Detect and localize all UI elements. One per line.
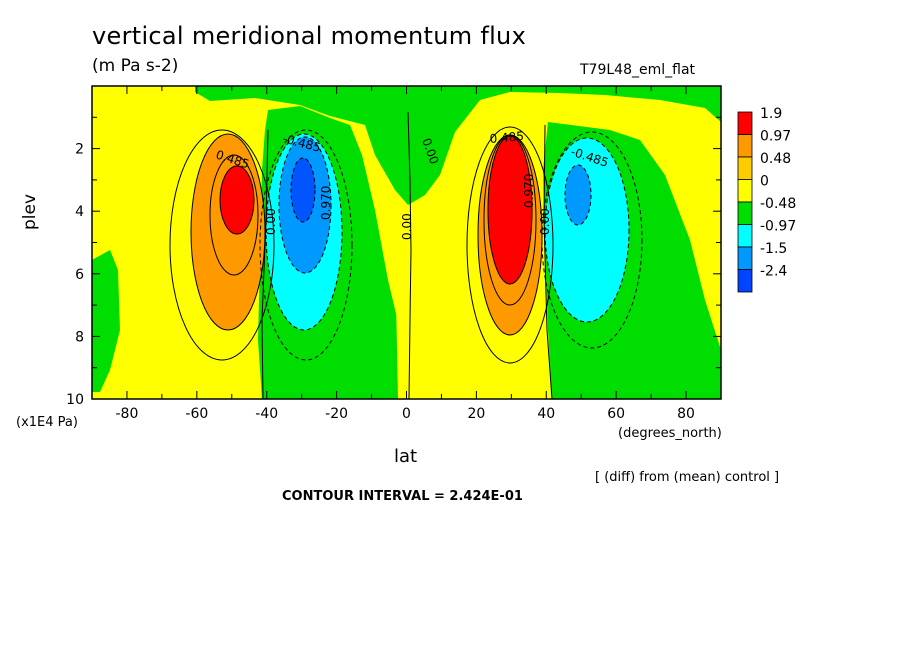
contour-pos-inner-north — [483, 134, 537, 306]
contour-neg-outer-south — [259, 129, 353, 361]
colorbar-label: 0 — [760, 174, 769, 190]
x-axis-label: lat — [394, 446, 418, 467]
x-tick-label: -20 — [325, 406, 348, 422]
chart-title: vertical meridional momentum flux — [92, 22, 527, 50]
colorbar-swatch — [737, 269, 753, 293]
colorbar-label: 0.48 — [760, 151, 791, 167]
fill-yellow-center — [396, 205, 412, 399]
x-tick-label: 80 — [677, 406, 695, 422]
colorbar-swatch — [737, 224, 753, 248]
contour-label: 0.00 — [400, 213, 414, 240]
contour-zero-center — [407, 111, 412, 399]
contour-pos-mid-south — [190, 133, 266, 331]
colorbar-label: -0.97 — [760, 219, 796, 235]
colorbar-swatch — [737, 156, 753, 180]
x-tick-label: 40 — [537, 406, 555, 422]
colorbar: 1.9 0.97 0.48 0 -0.48 -0.97 -1.5 -2.4 — [737, 106, 796, 293]
fill-blue-south — [291, 158, 315, 222]
fill-green-lowleft — [92, 250, 120, 392]
chart-units: (m Pa s-2) — [92, 56, 179, 76]
y-axis-unit: (x1E4 Pa) — [16, 415, 78, 430]
x-tick-label: 20 — [467, 406, 485, 422]
contour-neg-outer-north — [541, 131, 643, 349]
contour-pos-core-north — [487, 135, 533, 285]
fill-cyan-north — [545, 138, 629, 322]
y-tick-label: 10 — [66, 392, 84, 408]
contour-zero-south — [261, 129, 269, 399]
x-axis-ticks: -80 -60 -40 -20 0 20 40 60 80 — [91, 86, 722, 422]
colorbar-label: -2.4 — [760, 264, 787, 280]
colorbar-swatch — [737, 179, 753, 203]
colorbar-swatch — [737, 246, 753, 270]
experiment-label: T79L48_eml_flat — [580, 62, 696, 78]
x-tick-label: 60 — [607, 406, 625, 422]
x-tick-label: -60 — [185, 406, 208, 422]
colorbar-swatch — [737, 201, 753, 225]
diff-note: [ (diff) from (mean) control ] — [595, 470, 780, 485]
contour-neg-core-south — [290, 157, 316, 223]
y-tick-label: 8 — [75, 329, 84, 345]
contour-pos-inner-south — [209, 154, 259, 276]
contour-zero-north — [543, 124, 553, 399]
y-axis-ticks: 2 4 6 8 10 — [66, 85, 721, 408]
contour-pos-outer-north — [466, 126, 554, 364]
contour-neg-core-north — [564, 164, 592, 226]
contour-pos-core-south — [219, 165, 255, 235]
contour-neg-mid-north — [544, 137, 630, 323]
contour-interval: CONTOUR INTERVAL = 2.424E-01 — [282, 489, 523, 504]
x-axis-unit: (degrees_north) — [618, 426, 722, 441]
fill-red-south — [220, 166, 254, 234]
fill-green-upper — [195, 86, 721, 205]
colorbar-swatch — [737, 134, 753, 158]
contour-label: 0.970 — [319, 186, 333, 220]
x-tick-label: -80 — [116, 406, 139, 422]
colorbar-label: 0.97 — [760, 129, 791, 145]
colorbar-label: -1.5 — [760, 241, 787, 257]
contour-label: 0.00 — [264, 208, 278, 235]
x-tick-label: -40 — [255, 406, 278, 422]
contour-label: 0.00 — [538, 208, 552, 235]
contour-neg-mid-south — [265, 133, 343, 331]
fill-red-north — [488, 136, 532, 284]
fill-lightblue-north — [565, 165, 591, 225]
contour-neg-inner-south — [278, 136, 332, 274]
y-tick-label: 6 — [75, 267, 84, 283]
y-tick-label: 2 — [75, 142, 84, 158]
colorbar-label: 1.9 — [760, 106, 782, 122]
contour-pos-outer-south — [169, 129, 275, 361]
colorbar-swatch — [737, 111, 753, 135]
contour-label: 0.485 — [489, 129, 524, 146]
y-tick-label: 4 — [75, 204, 84, 220]
contour-label: 0.970 — [522, 174, 536, 208]
colorbar-label: -0.48 — [760, 196, 796, 212]
x-tick-label: 0 — [402, 406, 411, 422]
